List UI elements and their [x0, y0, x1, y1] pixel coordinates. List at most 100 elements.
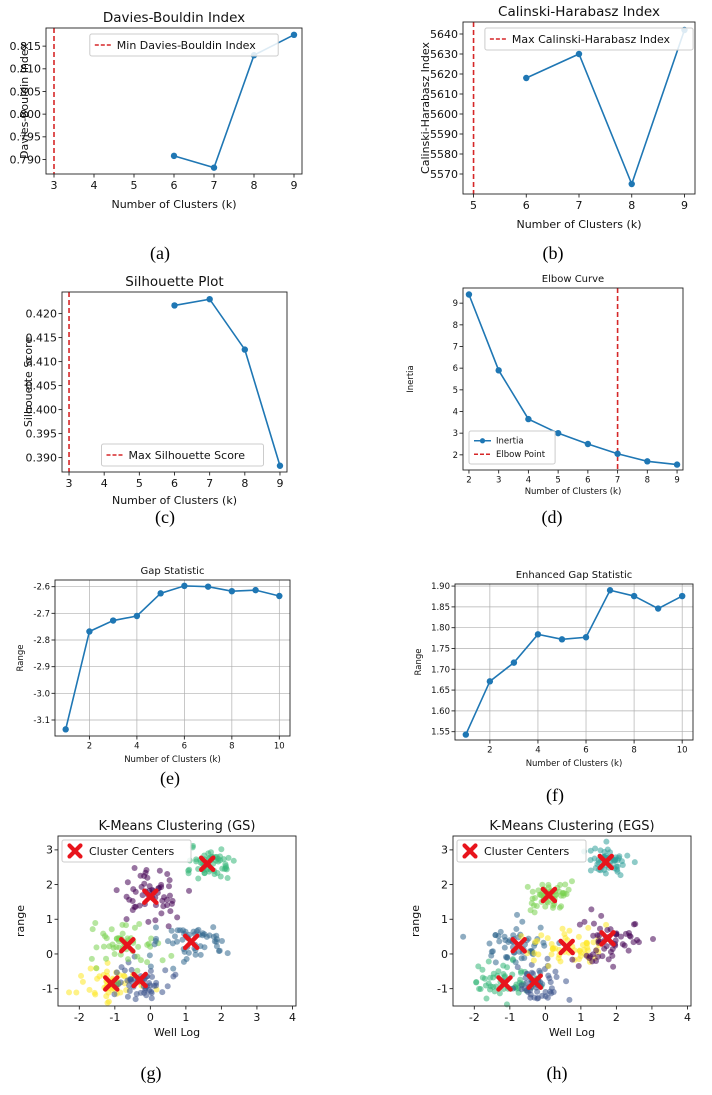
- data-point-f-4: [558, 636, 566, 643]
- scatter-point: [193, 856, 200, 863]
- scatter-point: [479, 966, 486, 973]
- data-point-f-6: [606, 587, 614, 594]
- y-axis-label-e: Range: [16, 645, 26, 672]
- scatter-point: [485, 958, 492, 965]
- y-tick-label-a-1: 0.795: [10, 131, 42, 144]
- scatter-point: [213, 932, 220, 939]
- y-tick-label-g-4: 3: [46, 844, 53, 857]
- x-tick-label-d-6: 8: [645, 476, 650, 486]
- scatter-point: [182, 928, 189, 935]
- scatter-point: [146, 952, 153, 959]
- scatter-point: [126, 988, 133, 995]
- x-tick-label-h-1: -1: [504, 1011, 515, 1024]
- chart-b-svg: 5 6 7 8 955705580559056005610562056305640Cal…: [419, 4, 696, 231]
- scatter-point: [169, 940, 176, 947]
- chart-title-b: Calinski-Harabasz Index: [498, 4, 660, 20]
- scatter-point: [167, 908, 174, 915]
- scatter-point: [152, 917, 159, 924]
- scatter-point: [108, 926, 115, 933]
- cluster-center-h-5-b: [540, 886, 558, 904]
- data-point-f-7: [630, 592, 638, 600]
- x-tick-label-h-2: 0: [542, 1011, 549, 1024]
- cluster-center-g-5: [198, 855, 216, 873]
- scatter-point: [556, 904, 563, 911]
- data-point-d-5: [614, 450, 621, 457]
- scatter-point: [585, 924, 592, 931]
- legend-label-d-1: Elbow Point: [496, 450, 546, 460]
- scatter-point: [569, 956, 576, 963]
- scatter-point: [619, 941, 626, 948]
- scatter-point: [603, 921, 610, 928]
- x-tick-label-e-0: 2: [87, 742, 92, 752]
- scatter-point: [548, 951, 555, 958]
- scatter-point: [495, 933, 502, 940]
- x-tick-label-c-0: 3: [66, 477, 73, 490]
- scatter-point: [525, 935, 532, 942]
- scatter-point: [158, 910, 165, 917]
- scatter-point: [147, 943, 154, 950]
- scatter-point: [151, 941, 158, 948]
- caption-h: (h): [546, 1063, 568, 1083]
- y-tick-label-e-3: -2.8: [33, 636, 50, 646]
- y-tick-label-c-4: 0.410: [26, 355, 58, 368]
- scatter-point: [224, 950, 231, 957]
- scatter-point: [625, 929, 632, 936]
- chart-h-panel: -2 -1 0 1 2 3 4 -1 0 1 2 3 K-Means Clustering (EGS) W…: [395, 810, 712, 1039]
- scatter-point: [159, 957, 166, 964]
- caption-b: (b): [542, 243, 564, 263]
- y-tick-label-e-2: -2.9: [33, 663, 50, 673]
- scatter-point: [475, 963, 482, 970]
- y-axis-label-c: Silhouette Score: [22, 337, 35, 427]
- x-axis-label-g: Well Log: [154, 1026, 200, 1039]
- chart-title-f: Enhanced Gap Statistic: [516, 570, 633, 581]
- data-point-e-1: [86, 628, 93, 635]
- scatter-point: [91, 989, 98, 996]
- scatter-point: [481, 975, 488, 982]
- legend-marker-h-b: [462, 843, 478, 859]
- x-axis-label-c: Number of Clusters (k): [112, 494, 237, 507]
- plot-area-c: [62, 292, 287, 472]
- scatter-point: [591, 855, 598, 862]
- scatter-point: [483, 995, 490, 1002]
- x-tick-label-a-4: 7: [211, 179, 218, 192]
- scatter-point: [504, 964, 511, 971]
- cluster-center-h-5: [540, 886, 558, 904]
- cluster-center-h-1-b: [526, 973, 543, 990]
- scatter-point: [149, 973, 156, 980]
- y-axis-label-h: range: [409, 905, 422, 937]
- scatter-point: [168, 927, 175, 934]
- scatter-point: [103, 968, 110, 975]
- y-tick-label-f-7: 1.90: [431, 582, 450, 592]
- scatter-point: [552, 945, 559, 952]
- x-tick-label-h-6: 4: [684, 1011, 691, 1024]
- scatter-point: [102, 933, 109, 940]
- scatter-point: [111, 991, 118, 998]
- x-tick-label-f-4: 10: [677, 746, 688, 756]
- cluster-center-h-4: [599, 930, 616, 947]
- scatter-point: [217, 857, 224, 864]
- data-point-f-8: [654, 605, 662, 612]
- data-point-f-5: [582, 634, 590, 641]
- scatter-point: [581, 946, 588, 953]
- scatter-point: [598, 912, 605, 919]
- cluster-center-h-6: [597, 853, 614, 871]
- cluster-center-h-0-b: [496, 975, 513, 992]
- x-tick-label-d-5: 7: [615, 476, 620, 486]
- scatter-point: [496, 990, 503, 997]
- scatter-point: [119, 921, 126, 928]
- scatter-point: [166, 883, 173, 890]
- scatter-point: [185, 870, 192, 877]
- x-tick-label-c-1: 4: [101, 477, 108, 490]
- y-tick-label-g-2: 1: [46, 913, 53, 926]
- legend-box-a: [89, 33, 279, 57]
- scatter-point: [159, 989, 166, 996]
- scatter-point: [93, 965, 100, 972]
- legend-label-b-0: Max Calinski-Harabasz Index: [512, 33, 671, 46]
- scatter-point: [174, 914, 181, 921]
- scatter-point: [576, 921, 583, 928]
- scatter-point: [123, 893, 130, 900]
- cluster-center-g-2: [119, 937, 136, 954]
- plot-area-f: [455, 584, 693, 740]
- x-tick-label-a-5: 8: [251, 179, 258, 192]
- scatter-point: [151, 982, 158, 989]
